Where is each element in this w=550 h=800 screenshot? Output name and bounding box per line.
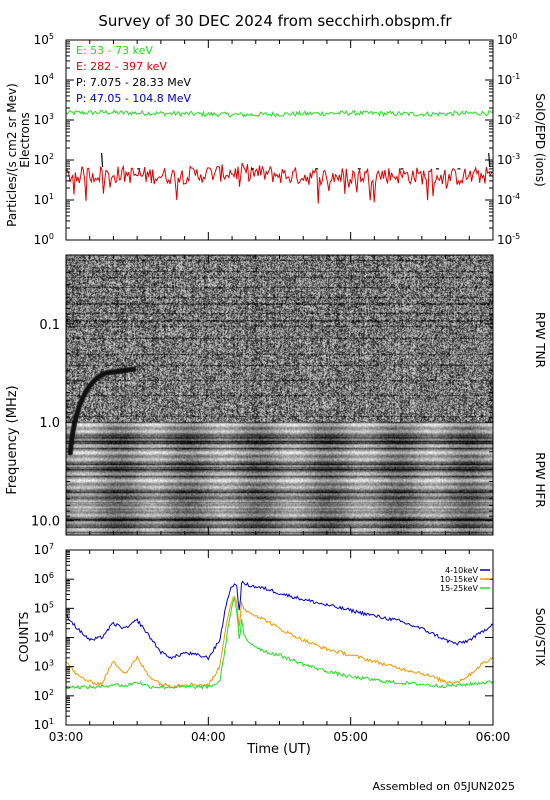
y-tick-label: 10-4 <box>497 192 520 207</box>
stix-plot-frame <box>65 549 494 726</box>
epd-legend-item: E: 282 - 397 keV <box>76 60 167 73</box>
x-tick-label: 04:00 <box>191 730 226 744</box>
epd-y-label-2: Electrons <box>18 112 32 167</box>
rpw-y-tick-label: 0.1 <box>39 318 60 333</box>
stix-legend-label: 10-15keV <box>440 575 479 584</box>
y-tick-label: 102 <box>34 152 54 167</box>
y-tick-label: 10-1 <box>497 72 520 87</box>
y-tick-label: 102 <box>34 688 54 703</box>
y-tick-label: 10-2 <box>497 112 520 127</box>
rpw-y-tick-label: 1.0 <box>39 416 60 431</box>
epd-series-group <box>65 109 494 204</box>
epd-legend-item: E: 53 - 73 keV <box>76 44 153 57</box>
epd-series-e53-line <box>65 109 494 118</box>
x-axis-label: Time (UT) <box>246 742 311 757</box>
rpw-tnr-label: RPW TNR <box>533 312 547 368</box>
rpw-y-axis: 0.1 1.0 10.0 <box>31 254 493 530</box>
epd-legend-item: P: 47.05 - 104.8 MeV <box>76 92 192 105</box>
stix-series-group <box>65 580 494 690</box>
stix-y-axis: 101 102 103 104 105 106 107 <box>34 542 493 732</box>
stix-legend-label: 15-25keV <box>440 584 479 593</box>
y-tick-label: 103 <box>34 112 54 127</box>
epd-y-label: Particles/(s cm2 sr Mev) <box>5 83 19 227</box>
stix-series-1-line <box>65 595 494 688</box>
y-tick-label: 104 <box>34 72 54 87</box>
x-tick-label: 05:00 <box>333 730 368 744</box>
footer-assembled: Assembled on 05JUN2025 <box>373 780 515 793</box>
y-tick-label: 101 <box>34 192 54 207</box>
x-tick-label: 06:00 <box>476 730 511 744</box>
y-tick-label: 103 <box>34 659 54 674</box>
rpw-panel: 0.1 1.0 10.0 Frequency (MHz) RPW TNR RPW H… <box>5 254 547 536</box>
y-tick-label: 10-5 <box>497 232 520 247</box>
y-tick-label: 100 <box>34 232 54 247</box>
rpw-spectrogram-image <box>66 255 493 535</box>
epd-x-ticks <box>65 40 494 240</box>
stix-x-axis: 03:00 04:00 05:00 06:00 <box>49 550 511 744</box>
y-tick-label: 100 <box>497 32 517 47</box>
epd-legend-item: P: 7.075 - 28.33 MeV <box>76 76 192 89</box>
x-tick-label: 03:00 <box>49 730 84 744</box>
rpw-y-label: Frequency (MHz) <box>5 385 20 494</box>
epd-y2-axis: 10-5 10-4 10-3 10-2 10-1 100 <box>485 32 520 247</box>
rpw-spectrogram <box>66 255 493 535</box>
stix-y-label: COUNTS <box>17 612 31 663</box>
stix-panel: 101 102 103 104 105 106 107 03:00 04:00 05:00 06:… <box>17 542 547 757</box>
y-tick-label: 107 <box>34 542 54 557</box>
stix-series-2-line <box>65 597 494 690</box>
rpw-y-tick-label: 10.0 <box>31 515 60 530</box>
rpw-x-ticks <box>65 255 494 535</box>
y-tick-label: 104 <box>34 630 54 645</box>
y-tick-label: 105 <box>34 600 54 615</box>
epd-series-e282-line <box>65 161 494 204</box>
stix-series-0-line <box>65 580 494 661</box>
stix-legend-label: 4-10keV <box>445 566 478 575</box>
stix-right-label: SolO/STIX <box>533 608 547 667</box>
y-tick-label: 101 <box>34 717 54 732</box>
y-tick-label: 105 <box>34 32 54 47</box>
figure-title: Survey of 30 DEC 2024 from secchirh.obsp… <box>98 12 452 30</box>
epd-proton-marker <box>100 152 104 168</box>
y-tick-label: 106 <box>34 571 54 586</box>
epd-right-label: SolO/EPD (ions) <box>533 93 547 187</box>
y-tick-label: 10-3 <box>497 152 520 167</box>
rpw-hfr-label: RPW HFR <box>533 452 547 508</box>
epd-legend: E: 53 - 73 keV E: 282 - 397 keV P: 7.075 -… <box>76 44 192 105</box>
